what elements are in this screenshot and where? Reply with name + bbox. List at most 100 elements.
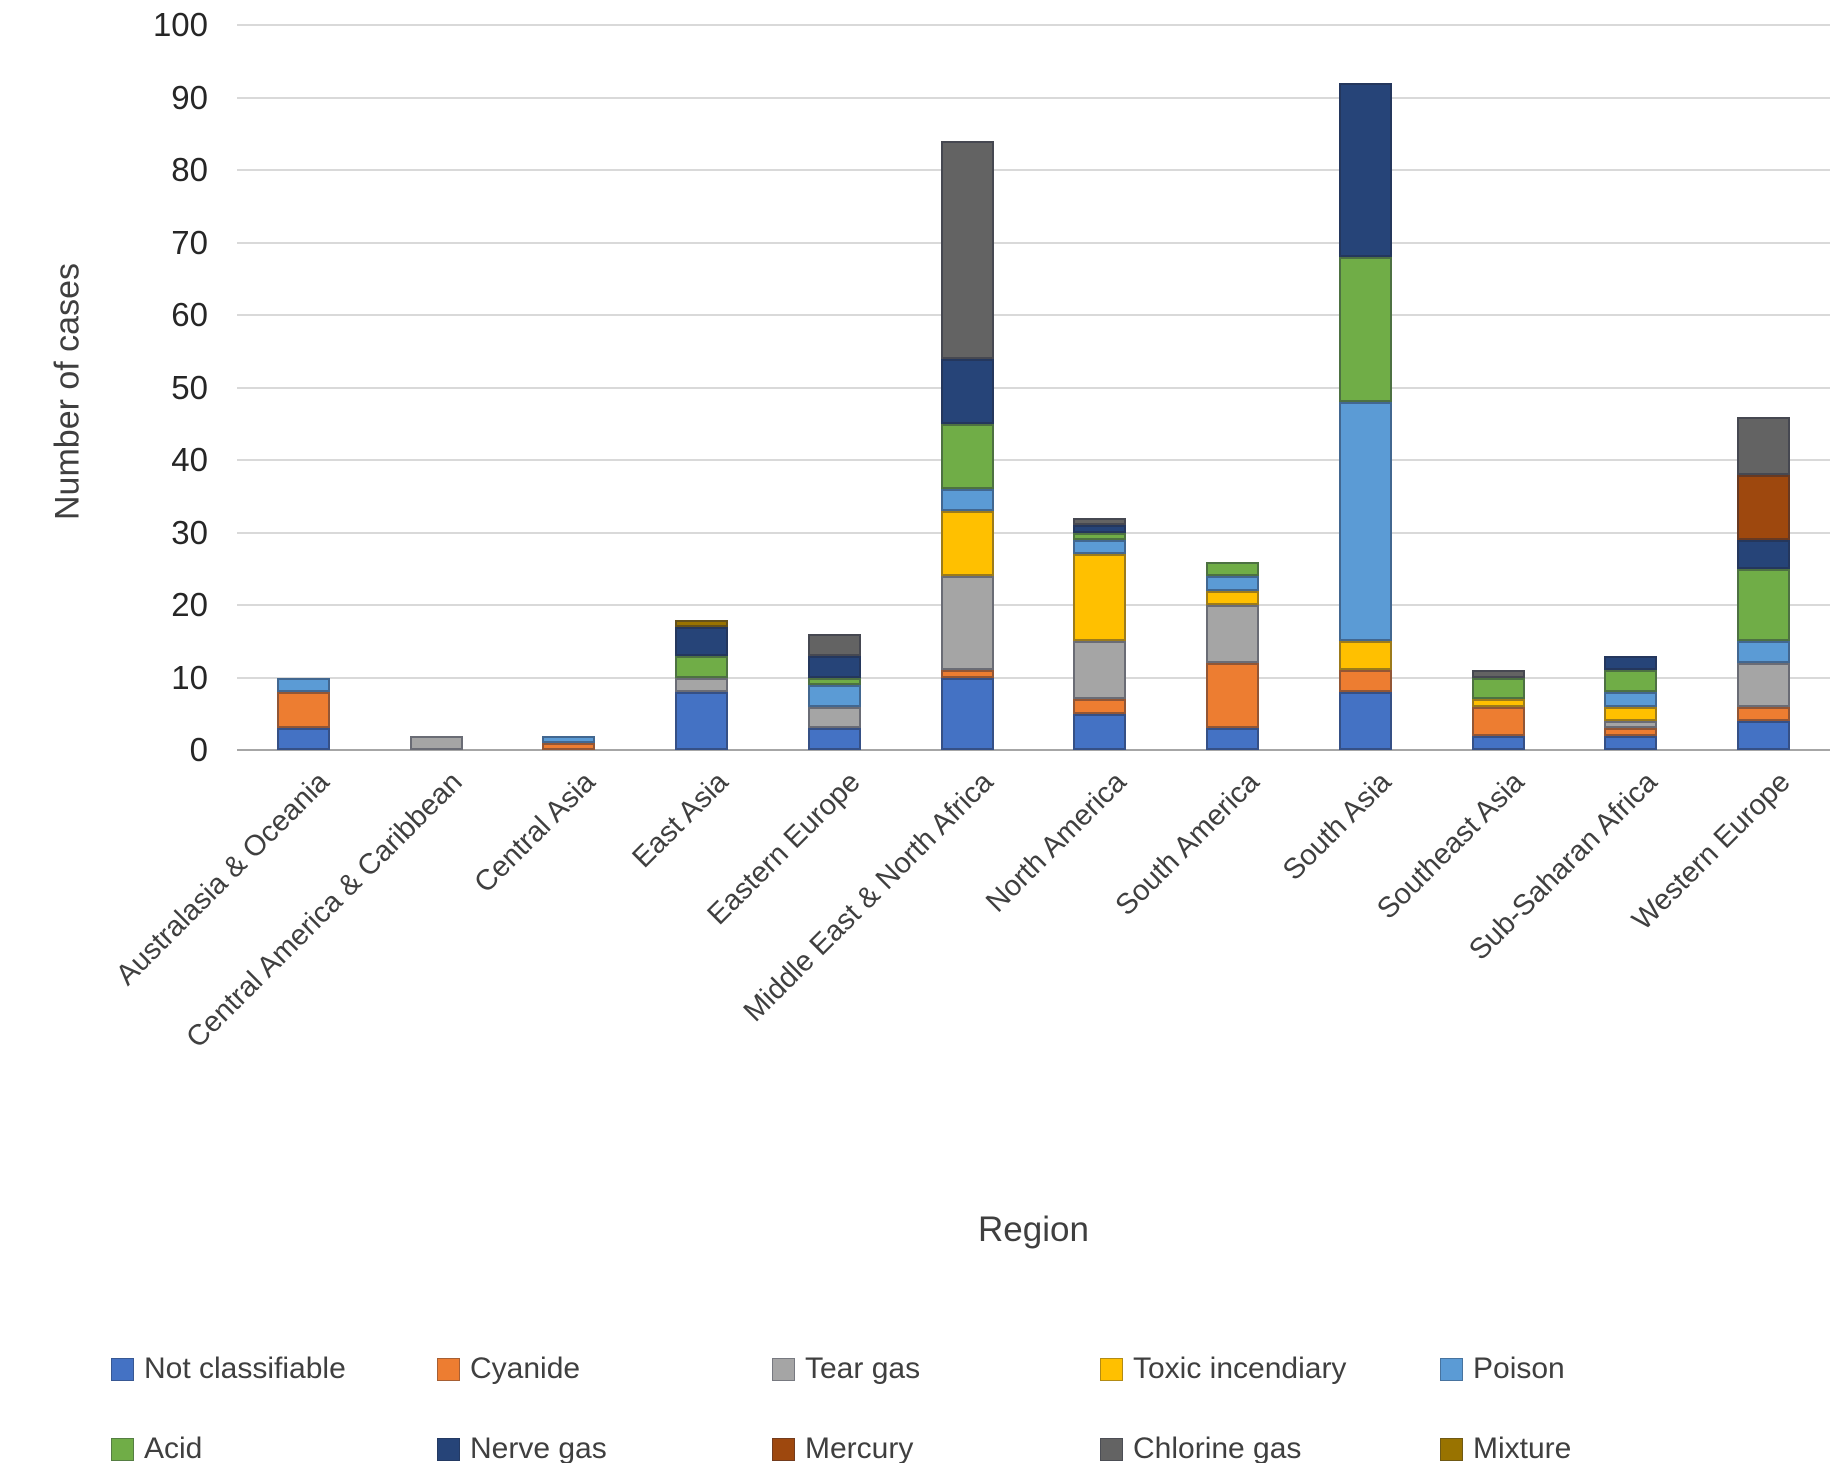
- bar-segment: [409, 735, 463, 750]
- y-tick-label: 50: [171, 368, 208, 406]
- y-gridline: [237, 676, 1830, 679]
- y-gridline: [237, 169, 1830, 171]
- y-gridline: [237, 531, 1830, 534]
- y-tick-label: 30: [171, 513, 208, 551]
- legend-item: Tear gas: [772, 1352, 920, 1386]
- legend-label: Chlorine gas: [1133, 1432, 1302, 1463]
- y-tick-label: 80: [171, 151, 208, 188]
- x-category-label: Western Europe: [1625, 766, 1797, 937]
- legend-swatch-icon: [772, 1357, 795, 1381]
- bar-segment: [807, 634, 861, 656]
- y-gridline: [237, 241, 1830, 244]
- bar-segment: [542, 742, 596, 750]
- bar-segment: [1737, 706, 1791, 721]
- bar-segment: [1206, 663, 1260, 729]
- bar-segment: [1338, 641, 1392, 671]
- bar-segment: [1206, 590, 1260, 605]
- x-category-label: Central America & Caribbean: [180, 766, 469, 1055]
- bar-segment: [1737, 663, 1791, 707]
- bar-segment: [1206, 728, 1260, 750]
- bar-segment: [1073, 641, 1127, 700]
- y-gridline: [237, 96, 1830, 99]
- bar-segment: [807, 728, 861, 750]
- y-gridline: [237, 314, 1830, 316]
- bar-segment: [1604, 692, 1658, 707]
- bar-segment: [675, 677, 729, 692]
- legend-swatch-icon: [111, 1357, 134, 1381]
- bar-segment: [1073, 525, 1127, 533]
- legend-item: Cyanide: [437, 1352, 580, 1386]
- x-category-label: North America: [979, 766, 1133, 919]
- legend-item: Nerve gas: [437, 1432, 607, 1463]
- bar-segment: [807, 706, 861, 729]
- legend-item: Acid: [111, 1432, 202, 1463]
- y-gridline: [237, 386, 1830, 389]
- bar-segment: [940, 358, 994, 424]
- bar-segment: [807, 655, 861, 678]
- bar-segment: [675, 655, 729, 678]
- bar-segment: [1471, 706, 1525, 736]
- legend-swatch-icon: [437, 1357, 460, 1381]
- legend-swatch-icon: [1440, 1437, 1463, 1461]
- legend-item: Toxic incendiary: [1100, 1352, 1346, 1386]
- bar-segment: [1471, 677, 1525, 700]
- y-tick-label: 40: [171, 441, 208, 478]
- bar-segment: [1073, 539, 1127, 555]
- legend-item: Not classifiable: [111, 1352, 346, 1386]
- legend-swatch-icon: [437, 1437, 460, 1461]
- y-gridline: [237, 24, 1830, 26]
- bar-segment: [1338, 257, 1392, 402]
- x-category-label: Eastern Europe: [701, 766, 868, 932]
- bar-segment: [1073, 699, 1127, 714]
- legend-item: Mixture: [1440, 1432, 1571, 1463]
- bar-segment: [1737, 474, 1791, 540]
- legend-label: Mercury: [805, 1432, 914, 1463]
- x-axis-title: Region: [978, 1210, 1089, 1249]
- legend-label: Mixture: [1473, 1432, 1572, 1463]
- legend-label: Acid: [144, 1432, 203, 1463]
- legend-label: Poison: [1473, 1352, 1565, 1385]
- y-gridline: [237, 604, 1830, 606]
- bar-segment: [1073, 713, 1127, 750]
- bar-segment: [807, 684, 861, 707]
- bar-segment: [1604, 721, 1658, 729]
- y-tick-label: 100: [152, 6, 208, 43]
- bar-segment: [276, 677, 330, 692]
- x-category-label: East Asia: [626, 766, 735, 875]
- y-tick-label: 20: [171, 586, 208, 623]
- x-category-label: Southeast Asia: [1371, 766, 1531, 926]
- y-tick-label: 60: [171, 296, 208, 333]
- legend-label: Tear gas: [805, 1352, 921, 1385]
- bar-segment: [276, 692, 330, 729]
- legend-swatch-icon: [1440, 1357, 1463, 1381]
- bar-segment: [1471, 735, 1525, 750]
- bar-segment: [276, 728, 330, 750]
- legend-label: Nerve gas: [470, 1432, 607, 1463]
- bar-segment: [1737, 416, 1791, 475]
- bar-segment: [1604, 655, 1658, 671]
- y-tick-label: 0: [189, 731, 208, 768]
- bar-segment: [1737, 641, 1791, 663]
- x-category-label: Central Asia: [468, 766, 602, 900]
- bar-segment: [1338, 670, 1392, 692]
- y-tick-label: 70: [171, 223, 208, 261]
- bar-segment: [940, 489, 994, 511]
- bar-segment: [1604, 706, 1658, 721]
- bar-segment: [1604, 735, 1658, 750]
- legend-swatch-icon: [1100, 1357, 1123, 1381]
- bar-segment: [675, 626, 729, 656]
- bar-segment: [940, 141, 994, 359]
- legend-swatch-icon: [1100, 1437, 1123, 1461]
- bar-segment: [1206, 605, 1260, 663]
- bar-segment: [1073, 554, 1127, 642]
- bar-segment: [1737, 539, 1791, 569]
- bar-segment: [940, 576, 994, 671]
- legend-swatch-icon: [772, 1437, 795, 1461]
- bar-segment: [1338, 402, 1392, 642]
- bar-segment: [542, 735, 596, 743]
- x-category-label: Sub-Saharan Africa: [1463, 766, 1664, 967]
- x-category-label: South Asia: [1277, 766, 1399, 887]
- bar-segment: [1471, 699, 1525, 707]
- x-axis-line: [237, 749, 1830, 751]
